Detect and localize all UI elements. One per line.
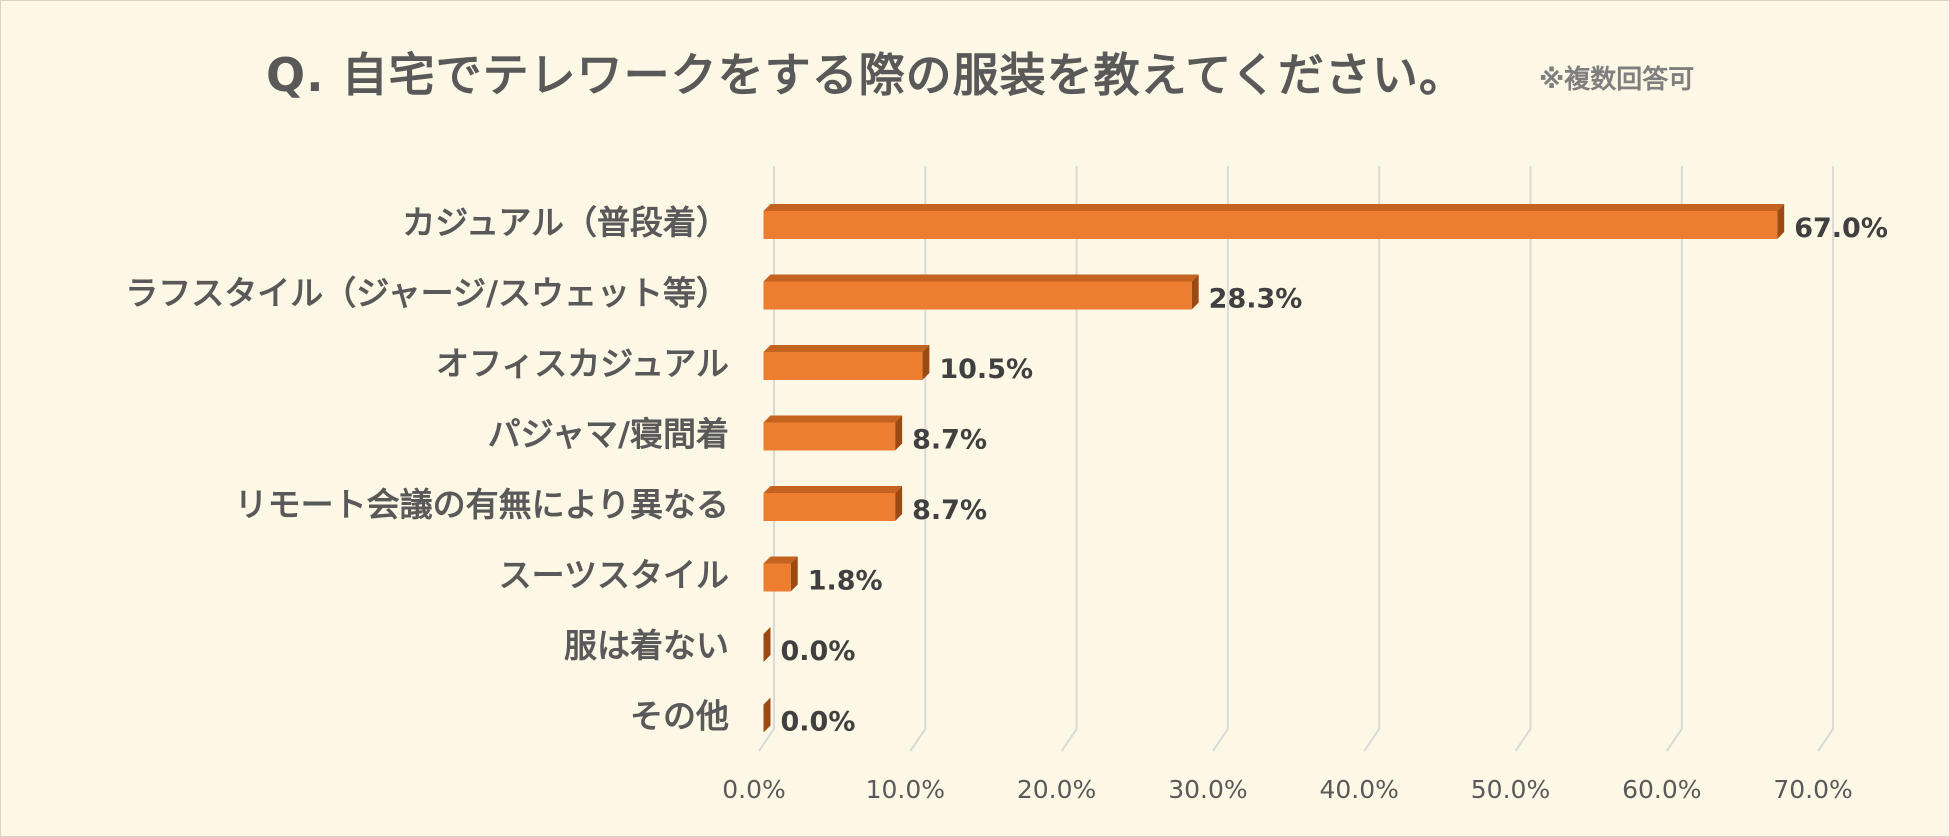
bar [763, 422, 896, 451]
category-label: スーツスタイル [499, 556, 729, 595]
label-layer: 0.0% 10.0% 20.0% 30.0% 40.0% 50.0% 60.0% 70.0% カ… [125, 203, 1888, 804]
category-label: オフィスカジュアル [436, 344, 729, 383]
data-label: 67.0% [1794, 213, 1888, 244]
bar-top-face [763, 274, 1199, 282]
bar-side-face [1191, 274, 1199, 310]
x-tick-label: 10.0% [866, 775, 945, 804]
bar-top-face [763, 204, 1785, 211]
gridline [1363, 166, 1381, 752]
category-label: カジュアル（普段着） [402, 203, 729, 242]
bar [763, 352, 923, 380]
data-label: 8.7% [912, 495, 987, 526]
gridline [1817, 166, 1835, 752]
bar-side-face [922, 345, 930, 380]
data-label: 0.0% [781, 636, 856, 667]
chart-title: Q. 自宅でテレワークをする際の服装を教えてください。 [266, 48, 1466, 102]
data-label: 8.7% [912, 425, 987, 456]
x-tick-label: 0.0% [722, 775, 786, 804]
x-tick-label: 50.0% [1471, 775, 1550, 804]
category-label: ラフスタイル（ジャージ/スウェット等） [125, 274, 729, 313]
data-label: 10.5% [939, 354, 1033, 385]
bar-top-face [763, 345, 930, 352]
data-label: 0.0% [781, 707, 856, 738]
bar [763, 211, 1778, 239]
bar-layer [763, 204, 1785, 733]
category-label: 服は着ない [564, 626, 729, 665]
bar [763, 493, 896, 521]
bar [763, 281, 1192, 310]
gridline [909, 166, 927, 752]
bar-side-face [763, 627, 771, 662]
x-tick-label: 60.0% [1622, 775, 1701, 804]
gridline [1514, 166, 1532, 752]
gridline [1212, 166, 1229, 752]
bar-side-face [895, 486, 903, 521]
data-label: 28.3% [1209, 284, 1303, 315]
x-tick-label: 20.0% [1017, 775, 1096, 804]
bar [763, 563, 791, 592]
grid-layer [758, 166, 1835, 752]
bar-side-face [790, 556, 798, 592]
gridline [1060, 166, 1078, 752]
x-tick-label: 40.0% [1319, 775, 1398, 804]
gridline [758, 166, 775, 752]
bar-top-face [763, 556, 798, 564]
bar-side-face [895, 415, 903, 451]
bar-top-face [763, 486, 903, 493]
category-label: リモート会議の有無により異なる [235, 485, 729, 524]
data-label: 1.8% [808, 566, 883, 597]
category-label: パジャマ/寝間着 [488, 415, 729, 454]
x-tick-label: 70.0% [1773, 775, 1852, 804]
x-tick-label: 30.0% [1168, 775, 1247, 804]
chart-note: ※複数回答可 [1539, 65, 1695, 95]
bar-top-face [763, 415, 903, 423]
gridline [1665, 166, 1683, 752]
bar-side-face [763, 697, 771, 733]
category-label: その他 [630, 697, 729, 736]
bar-side-face [1777, 204, 1785, 239]
